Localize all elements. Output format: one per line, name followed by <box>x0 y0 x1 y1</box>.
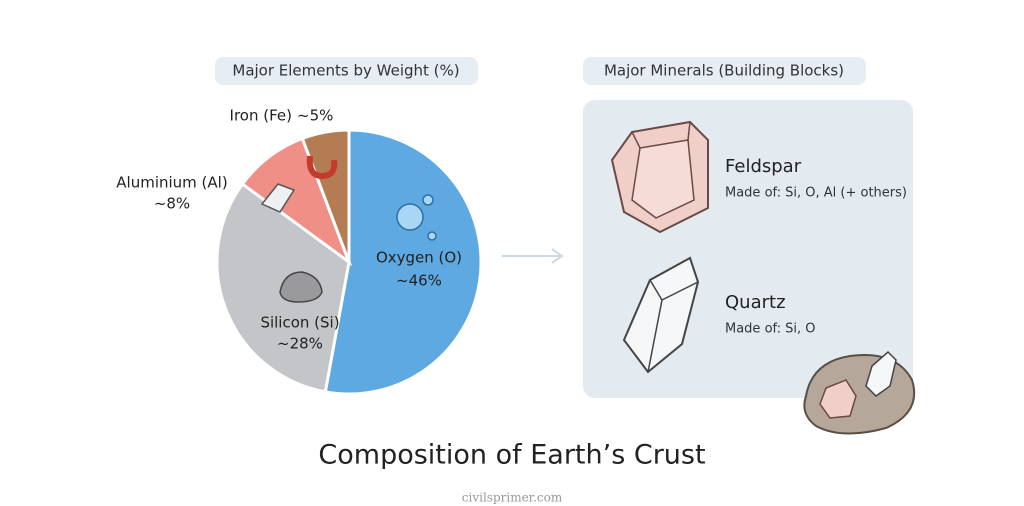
pie-heading-bg <box>215 57 478 85</box>
pie-slice <box>300 128 351 263</box>
mineral-name: Quartz <box>725 292 786 313</box>
iron-icon <box>306 155 338 180</box>
slice-label: Aluminium (Al) <box>116 174 227 192</box>
pie-slice <box>323 128 483 396</box>
minerals-heading-bg <box>583 57 866 85</box>
quartz-icon <box>622 256 700 374</box>
arrow-head <box>551 248 564 264</box>
slice-value-label: ~28% <box>277 335 323 353</box>
mineral-description: Made of: Si, O <box>725 322 816 337</box>
oxygen-icon <box>427 231 437 241</box>
aluminium-icon <box>260 183 296 213</box>
slice-label: Silicon (Si) <box>260 314 339 332</box>
silicon-icon <box>279 271 323 303</box>
mineral-description: Made of: Si, O, Al (+ others) <box>725 186 907 201</box>
oxygen-icon <box>422 194 434 206</box>
slice-label: Iron (Fe) <box>230 107 292 125</box>
oxygen-icon <box>396 203 424 231</box>
feldspar-icon <box>610 120 709 234</box>
chart-title: Composition of Earth’s Crust <box>318 440 705 471</box>
minerals-heading: Major Minerals (Building Blocks) <box>604 62 844 80</box>
slice-value-label: ~46% <box>396 272 442 290</box>
slice-value-label: ~8% <box>154 195 190 213</box>
footer: civilsprimer.com <box>462 491 563 505</box>
slice-label: Oxygen (O) <box>376 249 462 267</box>
mineral-name: Feldspar <box>725 156 802 177</box>
pie-heading: Major Elements by Weight (%) <box>232 62 459 80</box>
rock-icon <box>803 350 916 435</box>
slice-value-label: ~5% <box>297 107 333 125</box>
